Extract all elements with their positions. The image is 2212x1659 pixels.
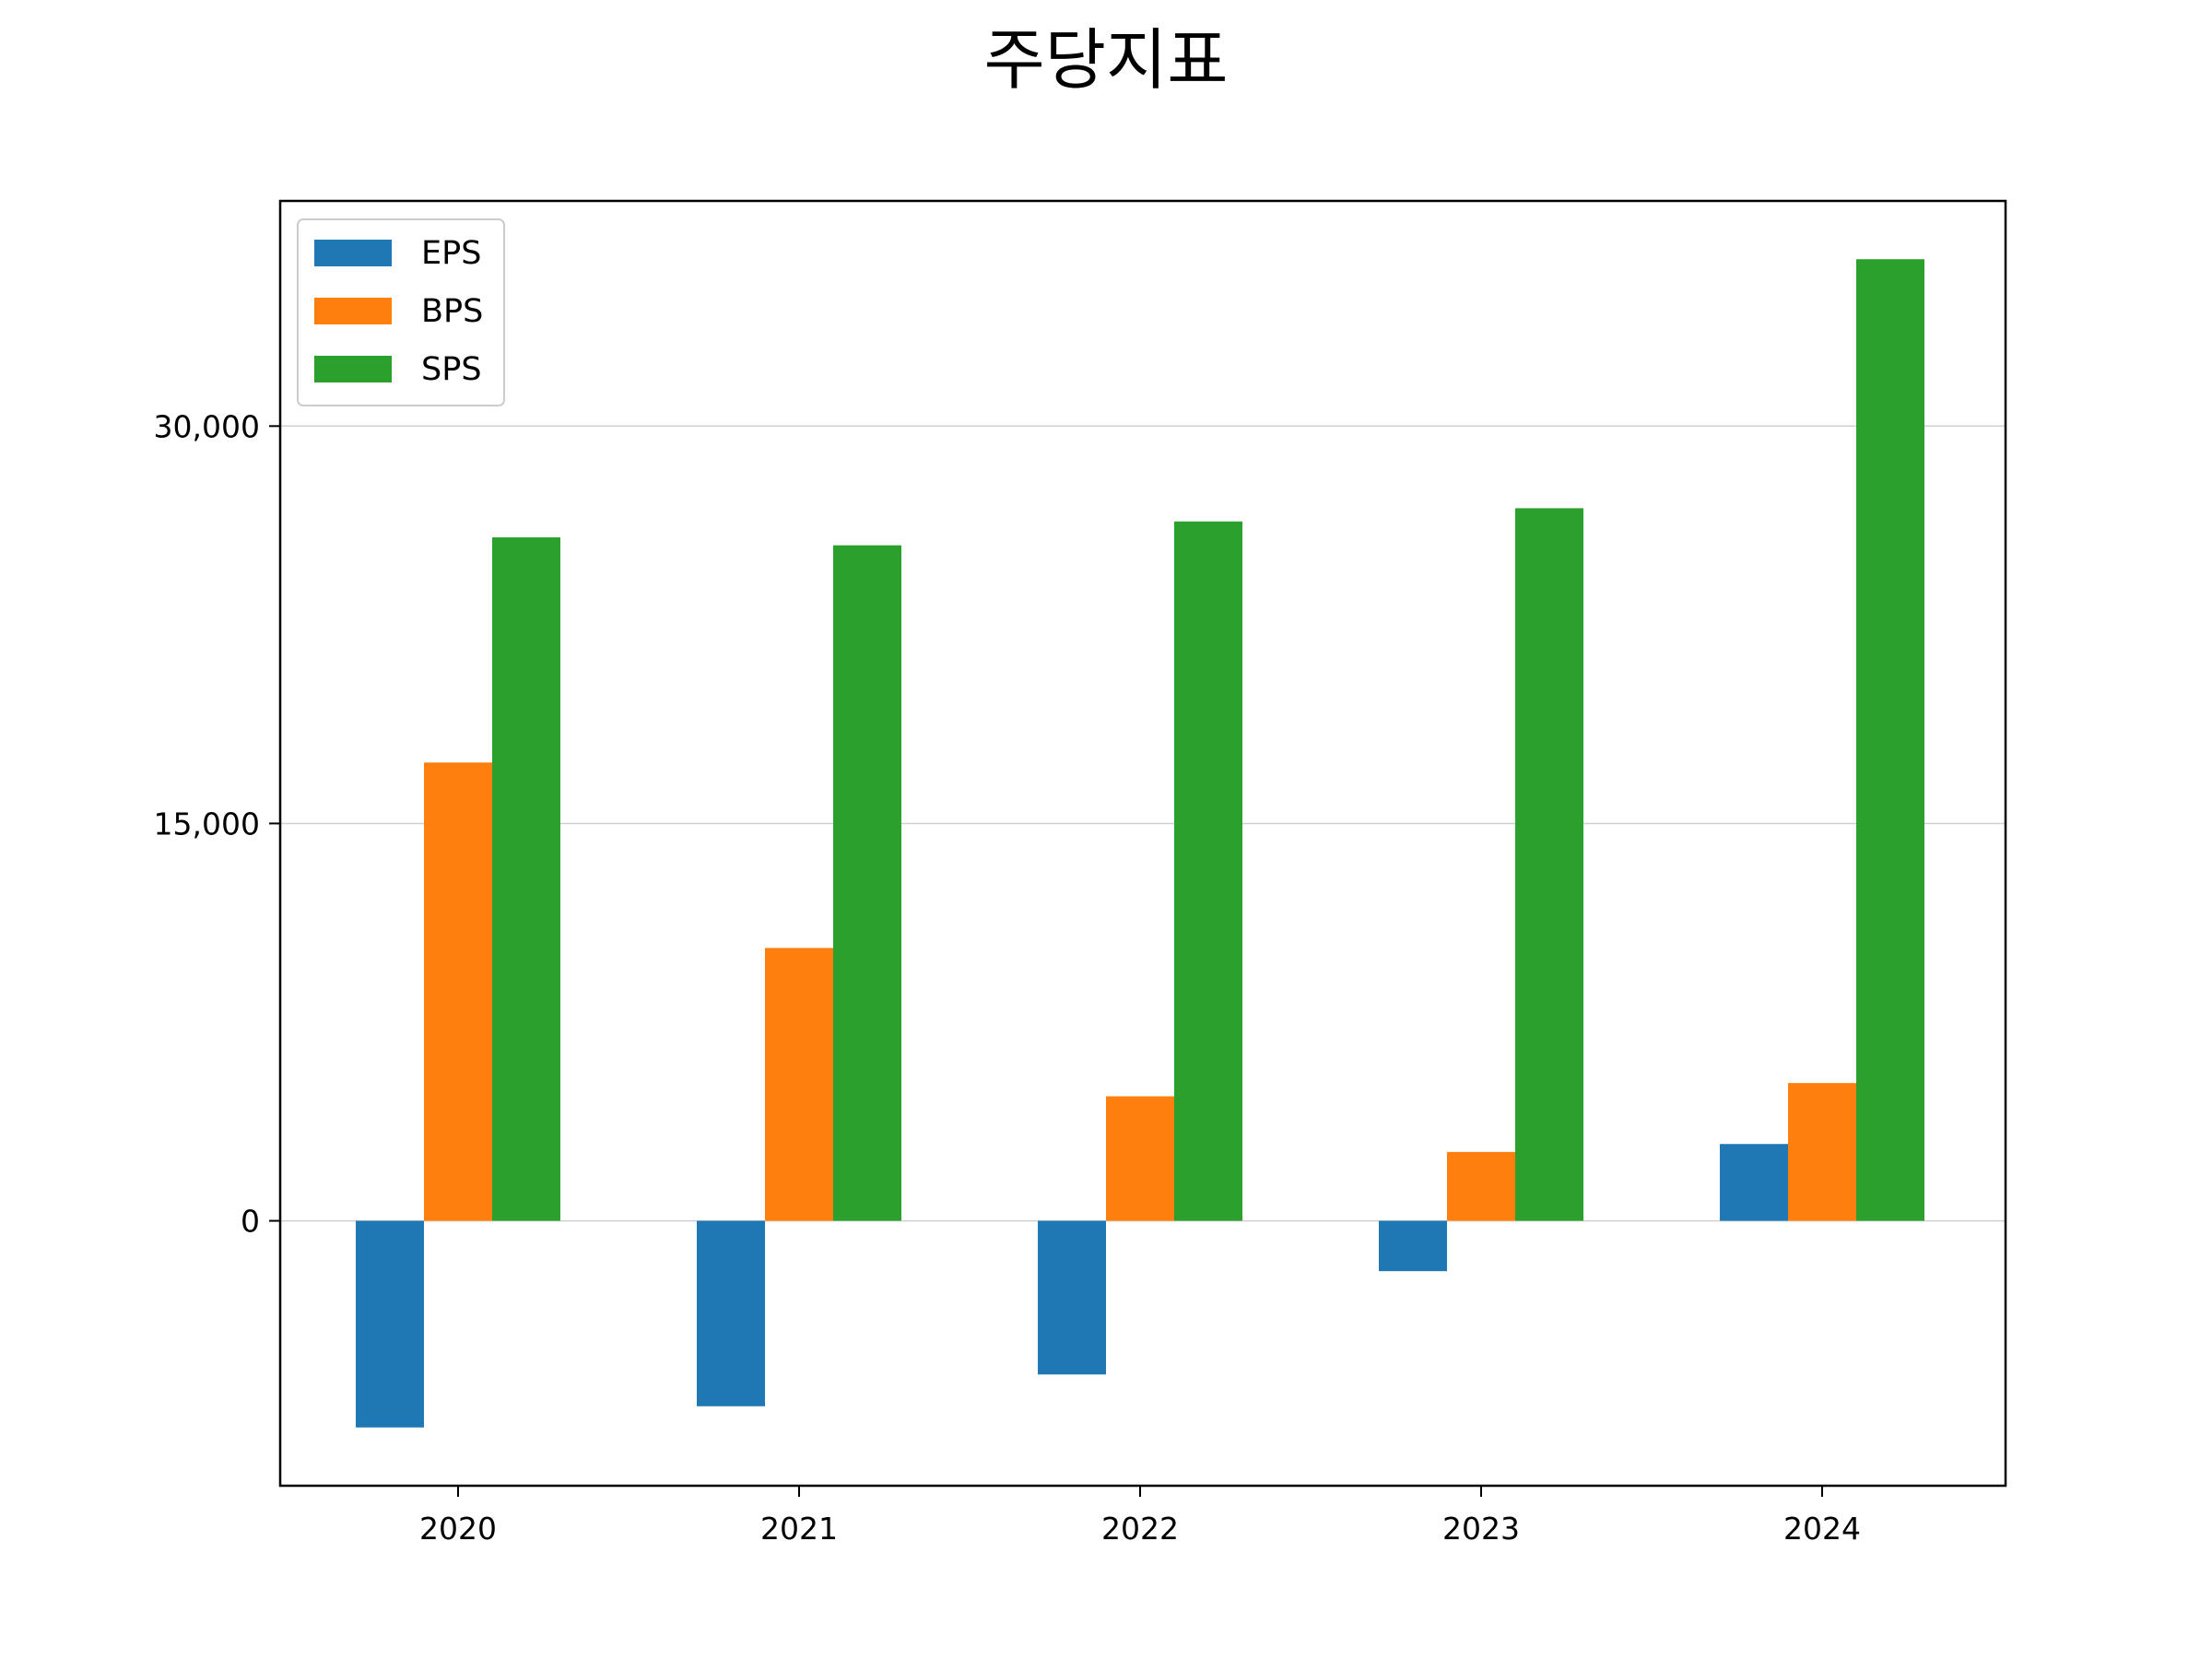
axis-ticks: 0 15,000 30,000 2020 2021 2022 2023 2024 <box>154 408 1861 1547</box>
x-tick-label: 2020 <box>419 1511 497 1547</box>
bar-eps-2020 <box>356 1220 424 1428</box>
bar-eps-2022 <box>1038 1220 1106 1375</box>
y-tick-label: 15,000 <box>154 806 260 841</box>
bar-sps-2023 <box>1515 508 1583 1221</box>
bar-bps-2023 <box>1447 1151 1515 1221</box>
plot-frame <box>278 199 2007 1488</box>
bar-eps-2024 <box>1720 1144 1788 1221</box>
bar-sps-2021 <box>833 545 901 1221</box>
bar-bps-2022 <box>1106 1096 1174 1221</box>
legend-label-sps: SPS <box>421 351 482 388</box>
legend: EPS BPS SPS <box>297 218 505 406</box>
bar-bps-2024 <box>1788 1083 1856 1221</box>
bar-bps-2020 <box>424 762 492 1221</box>
bar-sps-2024 <box>1856 259 1924 1221</box>
legend-label-bps: BPS <box>421 293 483 330</box>
y-tick-label: 30,000 <box>154 408 260 444</box>
bar-sps-2022 <box>1174 521 1242 1221</box>
bar-bps-2021 <box>765 947 833 1221</box>
legend-label-eps: EPS <box>421 235 481 272</box>
chart-title: 주당지표 <box>984 21 1229 99</box>
bar-sps-2020 <box>492 537 560 1221</box>
legend-swatch-sps <box>314 356 392 382</box>
x-tick-label: 2021 <box>760 1511 838 1547</box>
y-tick-label: 0 <box>241 1204 260 1240</box>
bars <box>356 259 1924 1428</box>
bar-eps-2021 <box>697 1220 765 1406</box>
x-tick-label: 2022 <box>1101 1511 1179 1547</box>
x-tick-label: 2024 <box>1783 1511 1861 1547</box>
bar-eps-2023 <box>1379 1220 1447 1272</box>
legend-swatch-bps <box>314 298 392 324</box>
x-tick-label: 2023 <box>1442 1511 1520 1547</box>
legend-swatch-eps <box>314 240 392 266</box>
